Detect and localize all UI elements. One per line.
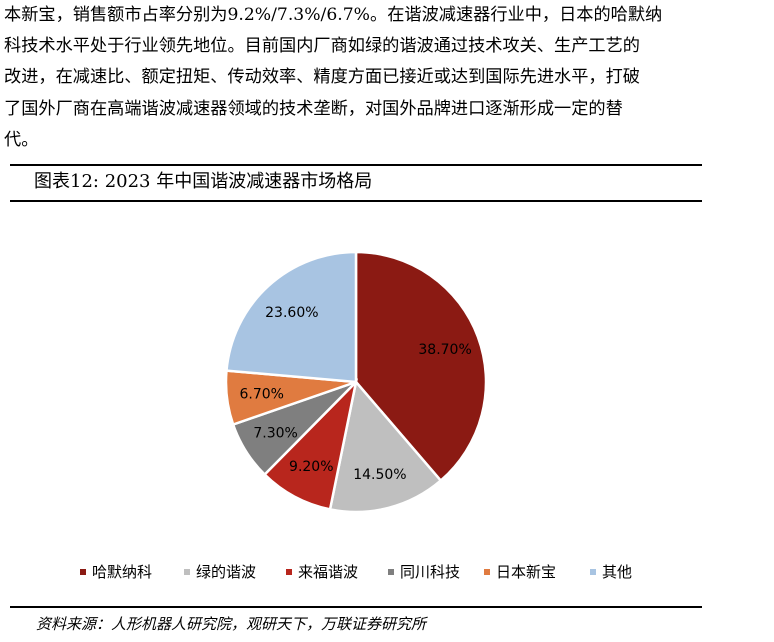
pie-label-harmonic-drive: 38.70%: [418, 342, 471, 358]
chart-legend: 哈默纳科 绿的谐波 来福谐波 同川科技 日本新宝 其他: [80, 561, 640, 583]
legend-swatch: [184, 568, 190, 575]
legend-item-nidec-shimpo: 日本新宝: [484, 561, 556, 583]
legend-swatch: [80, 568, 86, 575]
pie-label-laifual: 9.20%: [289, 459, 333, 475]
legend-item-leaderdrive: 绿的谐波: [184, 561, 256, 583]
pie-label-nidec-shimpo: 6.70%: [239, 387, 283, 403]
legend-swatch: [388, 568, 394, 575]
body-paragraph: 本新宝，销售额市占率分别为9.2%/7.3%/6.7%。在谐波减速器行业中，日本…: [4, 0, 770, 156]
pie-label-leaderdrive: 14.50%: [353, 467, 406, 483]
paragraph-line: 本新宝，销售额市占率分别为9.2%/7.3%/6.7%。在谐波减速器行业中，日本…: [4, 5, 663, 25]
legend-label: 其他: [602, 563, 633, 581]
pie-slice-other: [225, 250, 358, 384]
legend-label: 哈默纳科: [92, 563, 153, 581]
paragraph-line: 代。: [4, 129, 39, 150]
legend-swatch: [590, 568, 596, 575]
legend-label: 绿的谐波: [196, 563, 257, 581]
figure-source: 资料来源：人形机器人研究院，观研天下，万联证券研究所: [36, 615, 427, 633]
figure-top-rule: [10, 164, 702, 166]
pie-label-tongchuan: 7.30%: [253, 426, 297, 442]
figure-title: 图表12: 2023 年中国谐波减速器市场格局: [34, 171, 373, 192]
paragraph-line: 科技术水平处于行业领先地位。目前国内厂商如绿的谐波通过技术攻关、生产工艺的: [4, 36, 640, 57]
legend-item-harmonic-drive: 哈默纳科: [80, 561, 152, 583]
legend-label: 来福谐波: [298, 563, 359, 581]
pie-label-other: 23.60%: [265, 305, 318, 321]
legend-item-other: 其他: [590, 561, 632, 583]
legend-swatch: [286, 568, 292, 575]
figure-header-rule: [10, 200, 702, 202]
pie-slice-harmonic-drive: [354, 250, 488, 483]
figure-bottom-rule: [10, 606, 702, 608]
legend-label: 同川科技: [400, 563, 461, 581]
paragraph-line: 了国外厂商在高端谐波减速器领域的技术垄断，对国外品牌进口逐渐形成一定的替: [4, 98, 623, 119]
legend-item-laifual: 来福谐波: [286, 561, 358, 583]
pie-slice-leaderdrive: [328, 379, 443, 514]
legend-label: 日本新宝: [496, 563, 557, 581]
legend-swatch: [484, 568, 490, 575]
legend-item-tongchuan: 同川科技: [388, 561, 460, 583]
paragraph-line: 改进，在减速比、额定扭矩、传动效率、精度方面已接近或达到国际先进水平，打破: [4, 67, 640, 88]
